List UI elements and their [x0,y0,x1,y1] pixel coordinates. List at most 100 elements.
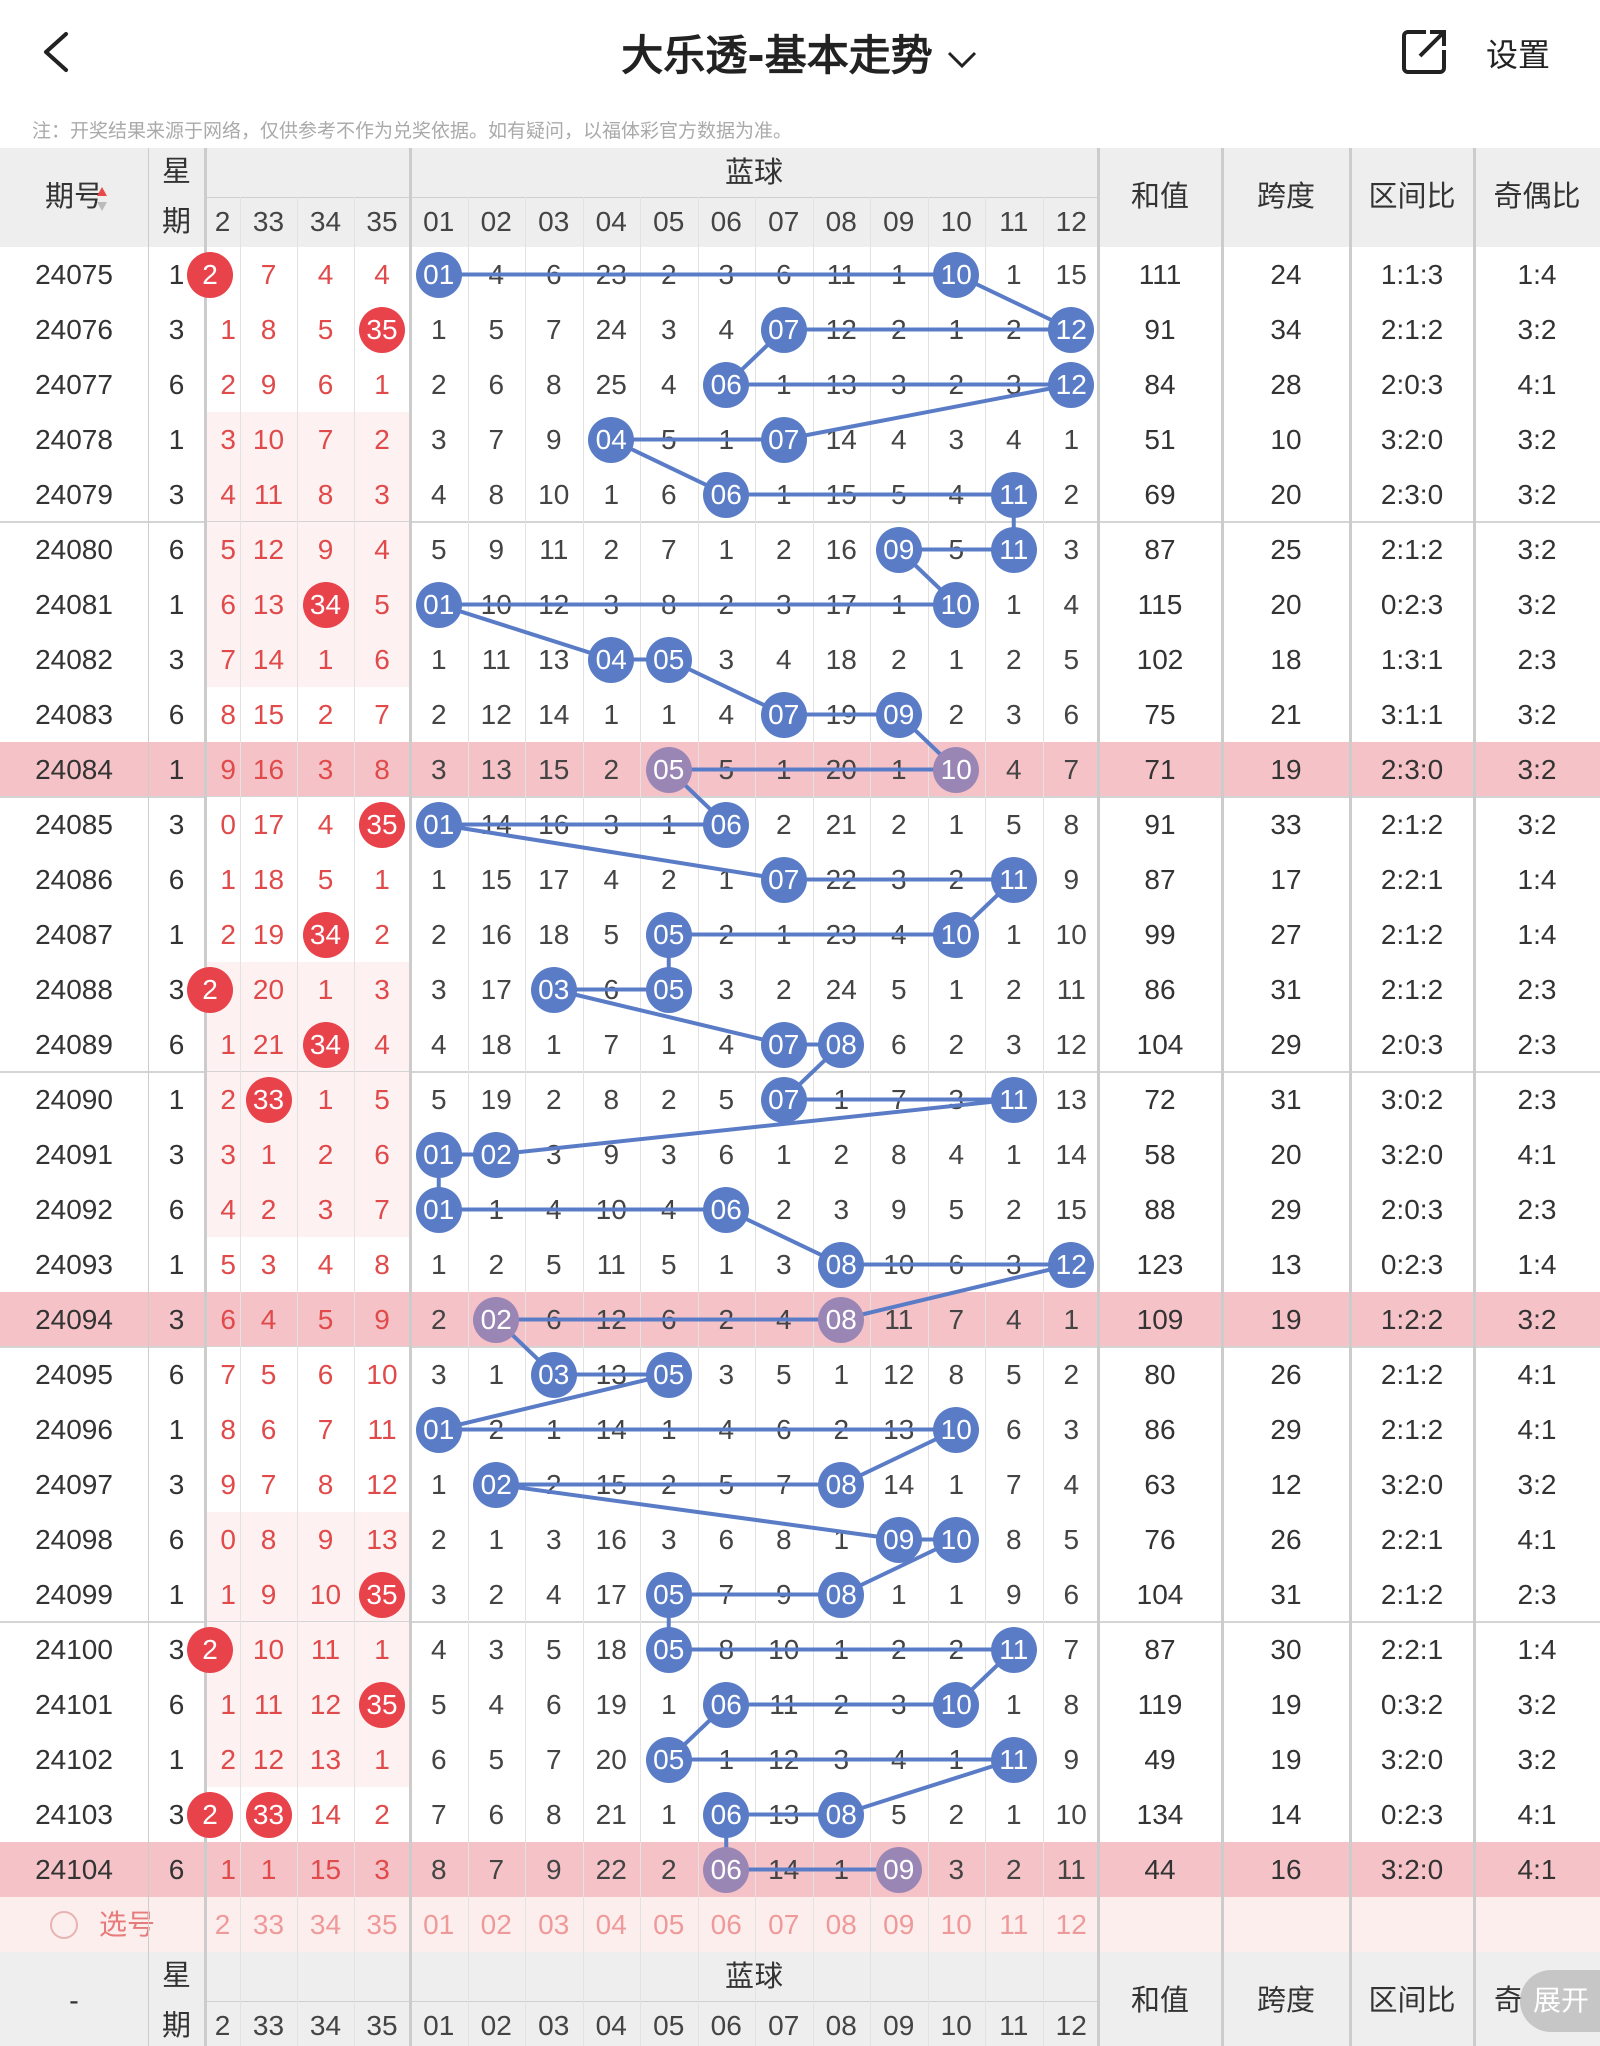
blue-ball: 05 [645,911,692,958]
select-row[interactable] [0,1897,1600,1952]
back-arrow-icon[interactable] [28,22,88,82]
blue-ball: 07 [760,1021,807,1068]
row-blue-miss: 3 [948,1084,965,1115]
row-blue-miss: 15 [480,864,512,895]
share-icon[interactable] [1396,24,1452,80]
row-oddeven: 4:1 [1517,1524,1557,1555]
row-blue-miss: 13 [768,1799,800,1830]
row-front-num: 4 [317,809,334,840]
column-header-front-num: 35 [366,206,398,237]
chevron-down-icon[interactable] [945,42,979,76]
front-zone-tint [205,357,410,412]
row-front-num: 7 [317,424,334,455]
column-header-front-num: 35 [366,2010,398,2041]
row-blue-miss: 13 [595,1359,627,1390]
page-title[interactable]: 大乐透-基本走势 [0,22,1600,83]
column-header-oddeven: 奇 [1494,1985,1524,2017]
select-label[interactable]: 选号 [98,1909,155,1940]
row-blue-miss: 1 [1005,1799,1022,1830]
red-ball: 35 [359,1571,405,1618]
row-front-num: 4 [374,534,390,565]
front-zone-tint [205,1402,410,1457]
row-front-num: 3 [317,1194,334,1225]
select-circle-icon[interactable] [50,1911,78,1939]
row-sum: 109 [1136,1304,1184,1335]
row-blue-miss: 7 [718,1579,735,1610]
row-blue-miss: 1 [603,479,620,510]
row-blue-miss: 5 [545,1634,562,1665]
row-blue-miss: 5 [1005,809,1022,840]
row-blue-miss: 2 [603,534,620,565]
row-oddeven: 3:2 [1517,1469,1557,1500]
row-blue-miss: 3 [718,1359,735,1390]
row-blue-miss: 7 [1063,754,1080,785]
settings-button[interactable]: 设置 [1486,36,1551,74]
row-blue-miss: 1 [660,1689,677,1720]
blue-ball: 05 [645,1626,692,1673]
row-blue-miss: 10 [1055,1799,1087,1830]
blue-ball: 03 [530,966,577,1013]
row-week: 3 [168,974,185,1005]
row-blue-miss: 3 [660,1139,677,1170]
row-blue-miss: 1 [718,1249,735,1280]
sort-icon[interactable] [96,186,108,212]
row-front-num: 4 [220,479,236,510]
row-oddeven: 1:4 [1517,1634,1557,1665]
row-front-num: 6 [374,1139,390,1170]
row-sum: 87 [1144,1634,1176,1665]
row-blue-miss: 3 [948,1854,965,1885]
row-span: 17 [1270,864,1302,895]
row-oddeven: 3:2 [1517,1304,1557,1335]
row-blue-miss: 4 [488,1689,505,1720]
row-blue-miss: 4 [1063,589,1080,620]
front-zone-tint [205,1732,410,1787]
select-blue-num: 07 [768,1909,800,1940]
row-blue-miss: 1 [488,1194,505,1225]
row-oddeven: 3:2 [1517,809,1557,840]
row-blue-miss: 1 [833,1634,850,1665]
row-blue-miss: 3 [545,1524,562,1555]
row-blue-miss: 8 [1005,1524,1022,1555]
column-divider [240,197,241,2046]
row-period: 24080 [35,534,113,565]
blue-ball: 01 [415,1186,462,1233]
row-blue-miss: 2 [660,1084,677,1115]
row-blue-miss: 10 [883,1249,915,1280]
expand-button[interactable]: 展开 [1520,1970,1600,2032]
row-front-num: 2 [374,424,390,455]
row-blue-miss: 7 [775,1469,792,1500]
row-zone: 0:2:3 [1380,589,1444,620]
row-blue-miss: 1 [1063,1304,1080,1335]
row-period: 24075 [35,259,113,290]
row-span: 14 [1270,1799,1302,1830]
row-period: 24078 [35,424,113,455]
row-blue-miss: 13 [480,754,512,785]
column-header-week-top: 星 [161,156,191,188]
row-oddeven: 4:1 [1517,1359,1557,1390]
row-front-num: 6 [260,1414,277,1445]
row-blue-miss: 5 [430,534,447,565]
blue-ball: 04 [588,416,635,463]
column-header-oddeven: 奇偶比 [1493,181,1581,213]
row-blue-miss: 11 [826,259,856,290]
row-sum: 84 [1144,369,1176,400]
row-span: 13 [1270,1249,1302,1280]
row-sum: 87 [1144,864,1176,895]
row-blue-miss: 6 [1063,1579,1080,1610]
row-front-num: 19 [252,919,285,950]
front-zone-tint [205,1347,410,1402]
row-zone: 0:2:3 [1380,1249,1444,1280]
row-sum: 111 [1138,259,1182,290]
front-zone-tint [205,522,410,577]
row-front-num: 9 [317,534,334,565]
blue-ball: 03 [530,1351,577,1398]
row-blue-miss: 10 [768,1634,800,1665]
column-header-blue-num: 06 [710,2010,742,2041]
row-blue-miss: 4 [890,424,907,455]
row-front-num: 2 [374,1799,390,1830]
row-front-num: 1 [317,974,334,1005]
row-blue-miss: 2 [1005,644,1022,675]
row-blue-miss: 7 [890,1084,907,1115]
column-header-blue-num: 02 [480,206,512,237]
row-span: 21 [1270,699,1302,730]
